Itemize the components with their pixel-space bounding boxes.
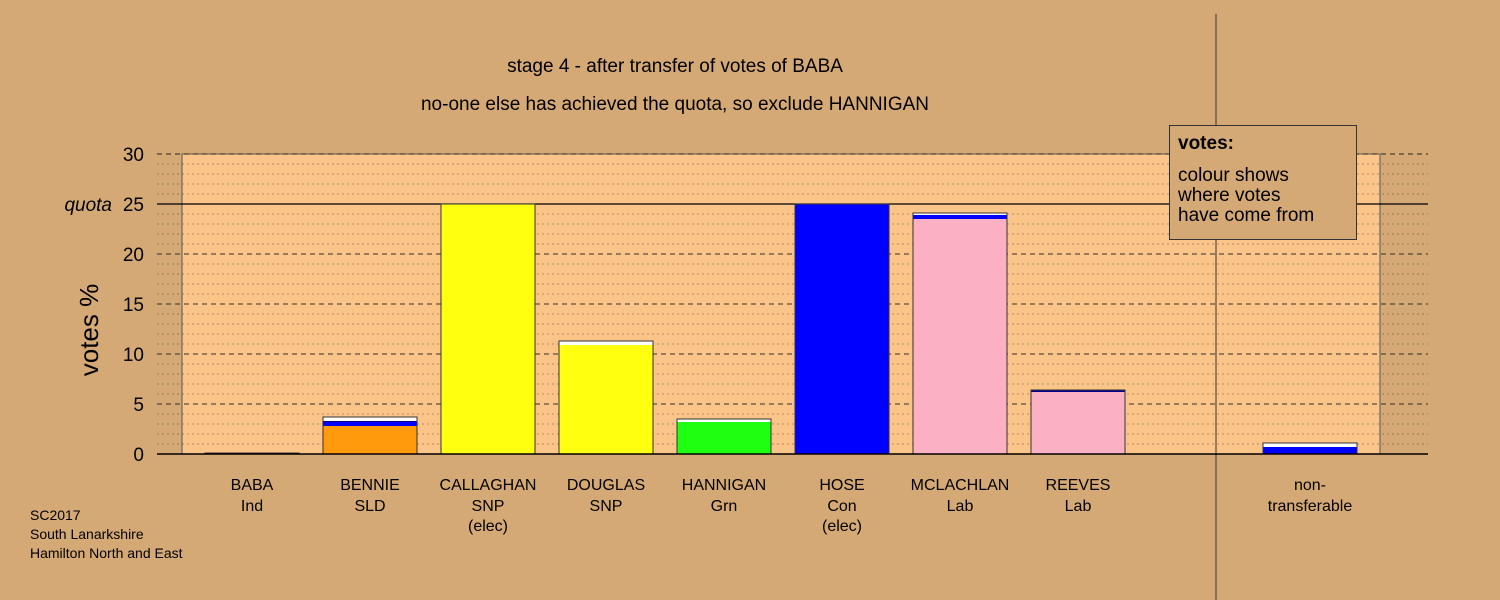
bar-douglas [558, 340, 654, 455]
bar-mclachlan [912, 212, 1008, 455]
x-tick-note-label: (elec) [468, 518, 508, 535]
x-tick-label: HOSE [819, 477, 864, 494]
bar-segment [913, 215, 1007, 219]
x-tick-label: CALLAGHAN [440, 477, 537, 494]
bar-segment [441, 204, 535, 454]
legend-box: votes: colour shows where votes have com… [1169, 125, 1357, 240]
x-tick-label: BABA [231, 477, 274, 494]
chart-title: stage 4 - after transfer of votes of BAB… [507, 56, 843, 77]
bar-segment [1263, 447, 1357, 454]
x-tick-label: transferable [1268, 498, 1353, 515]
legend-title: votes: [1178, 133, 1234, 154]
bar-bennie [322, 416, 418, 455]
bar-segment [323, 417, 417, 421]
x-tick-party-label: Grn [711, 498, 738, 515]
bar-segment [913, 213, 1007, 215]
x-tick-party-label: SLD [354, 498, 385, 515]
x-tick-label: BENNIE [340, 477, 400, 494]
bar-segment [677, 422, 771, 454]
bar-segment [1031, 390, 1125, 392]
bar-segment [677, 419, 771, 422]
bar-segment [1031, 392, 1125, 454]
x-tick-label: REEVES [1046, 477, 1111, 494]
y-tick-label: 30 [123, 145, 144, 166]
bar-segment [1263, 443, 1357, 447]
footer-line-council: South Lanarkshire [30, 526, 144, 542]
bar-reeves [1030, 389, 1126, 455]
bar-callaghan [440, 203, 536, 455]
x-tick-party-label: SNP [472, 498, 505, 515]
bar-nontransferable [1262, 442, 1358, 455]
x-tick-label: DOUGLAS [567, 477, 645, 494]
y-tick-label: 15 [123, 295, 144, 316]
x-tick-label: MCLACHLAN [911, 477, 1010, 494]
y-tick-label: 20 [123, 245, 144, 266]
y-tick-label: 25 [123, 195, 144, 216]
bar-segment [559, 341, 653, 345]
bar-hannigan [676, 418, 772, 455]
x-tick-party-label: Lab [947, 498, 974, 515]
bar-segment [323, 422, 417, 426]
bar-segment [323, 421, 417, 422]
bar-segment [795, 204, 889, 454]
y-tick-label: 10 [123, 345, 144, 366]
y-axis-label: votes % [74, 284, 104, 377]
x-tick-note-label: (elec) [822, 518, 862, 535]
y-tick-label: 5 [133, 395, 144, 416]
footer-line-ward: Hamilton North and East [30, 545, 183, 561]
x-tick-party-label: Lab [1065, 498, 1092, 515]
footer-caption: SC2017 South Lanarkshire Hamilton North … [30, 506, 183, 563]
x-tick-label: HANNIGAN [682, 477, 766, 494]
x-tick-party-label: Con [827, 498, 856, 515]
chart-subtitle: no-one else has achieved the quota, so e… [421, 94, 929, 115]
bar-segment [323, 426, 417, 454]
x-tick-party-label: Ind [241, 498, 263, 515]
x-tick-label: non- [1294, 477, 1326, 494]
bar-segment [559, 345, 653, 454]
x-tick-party-label: SNP [590, 498, 623, 515]
quota-label: quota [64, 195, 112, 216]
legend-body: colour shows where votes have come from [1178, 165, 1315, 226]
y-tick-label: 0 [133, 445, 144, 466]
bar-hose [794, 203, 890, 455]
footer-line-election: SC2017 [30, 507, 81, 523]
bar-segment [913, 219, 1007, 454]
